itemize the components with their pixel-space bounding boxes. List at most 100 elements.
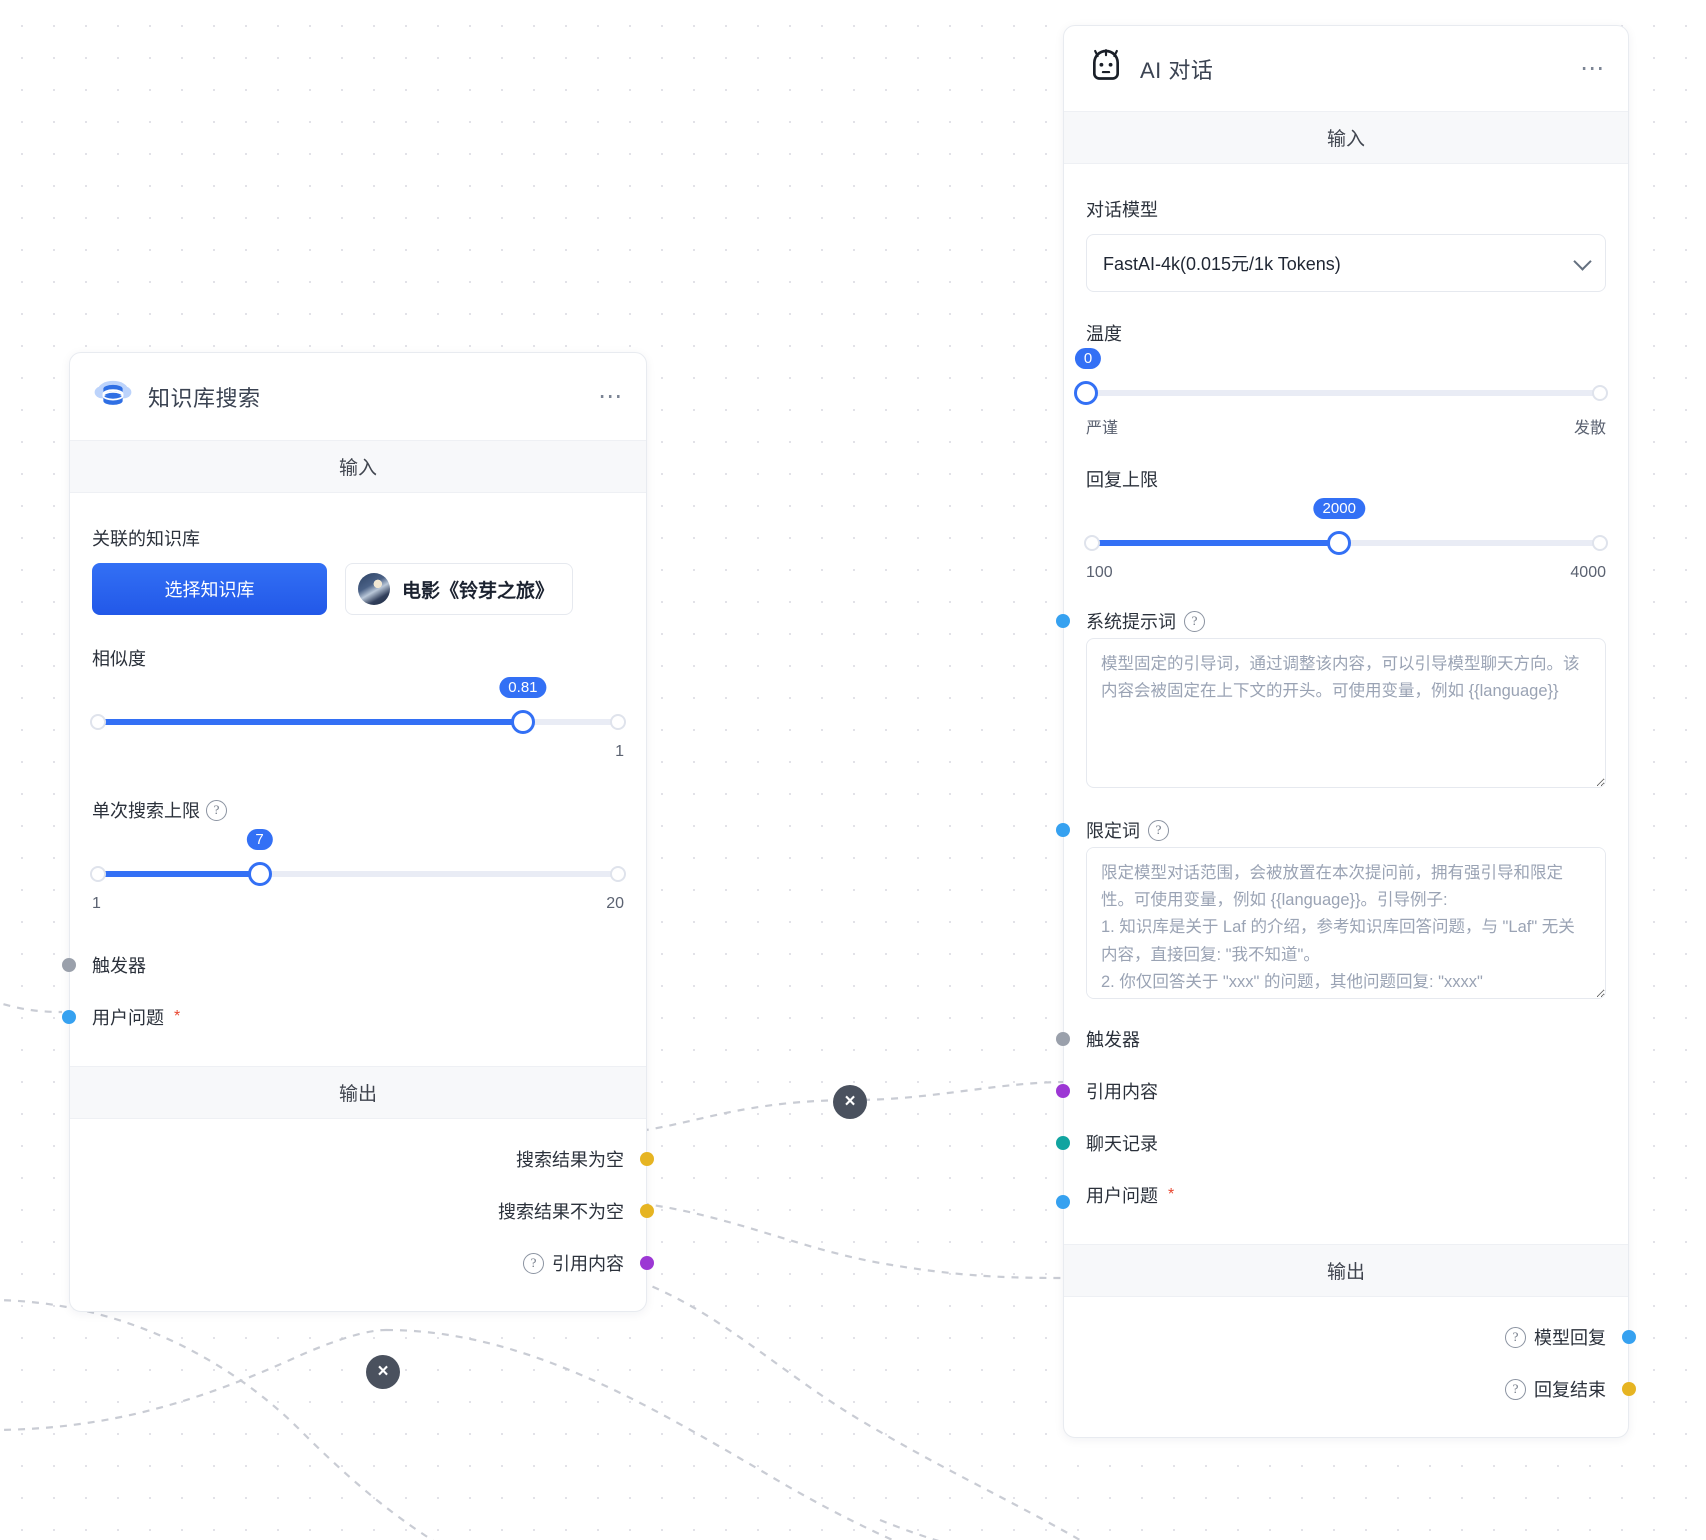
output-port-nonempty-result[interactable]: 搜索结果不为空 — [92, 1185, 654, 1237]
slider-value-bubble: 0.81 — [499, 677, 547, 698]
kb-field-label: 关联的知识库 — [92, 529, 200, 549]
input-port-qualifier[interactable]: 限定词 ? — [1056, 793, 1606, 847]
search-limit-scale: 1 20 — [92, 895, 624, 913]
similarity-max-label: 1 — [615, 743, 624, 760]
input-section-header: 输入 — [70, 440, 646, 493]
node-dataset-search[interactable]: 知识库搜索 ⋯ 输入 关联的知识库 选择知识库 电影《铃芽之旅》 相似度 — [62, 352, 654, 1312]
output-port-quote[interactable]: ? 引用内容 — [92, 1237, 654, 1289]
port-dot[interactable] — [1056, 1136, 1070, 1150]
slider-max-knob — [1592, 385, 1608, 401]
help-icon[interactable]: ? — [1184, 610, 1205, 632]
port-label: 限定词 ? — [1086, 817, 1169, 843]
port-dot[interactable] — [640, 1256, 654, 1270]
output-section-header: 输出 — [1064, 1244, 1628, 1297]
temperature-scale: 严谨 发散 — [1086, 414, 1606, 438]
slider-fill — [92, 871, 260, 877]
slider-fill — [1086, 540, 1340, 546]
help-icon[interactable]: ? — [1505, 1326, 1526, 1348]
help-icon[interactable]: ? — [1505, 1378, 1526, 1400]
slider-track — [1086, 390, 1606, 396]
required-asterisk: * — [174, 1008, 181, 1025]
port-label: 用户问题 * — [1086, 1186, 1175, 1206]
node-input-body: 关联的知识库 选择知识库 电影《铃芽之旅》 相似度 0.81 — [62, 493, 646, 1066]
search-limit-slider[interactable]: 7 — [90, 829, 626, 891]
close-icon: × — [377, 1361, 389, 1382]
slider-value-bubble: 7 — [246, 829, 273, 850]
port-dot[interactable] — [1622, 1330, 1636, 1344]
port-dot[interactable] — [1056, 823, 1070, 837]
output-port-reply-end[interactable]: ? 回复结束 — [1086, 1363, 1636, 1415]
node-ai-chat[interactable]: AI 对话 ⋯ 输入 对话模型 FastAI-4k(0.015元/1k Toke… — [1056, 25, 1636, 1438]
input-port-chat-history[interactable]: 聊天记录 — [1056, 1117, 1606, 1169]
close-icon: × — [844, 1091, 856, 1112]
input-port-system-prompt[interactable]: 系统提示词 ? — [1056, 582, 1606, 638]
slider-min-knob — [90, 714, 106, 730]
slider-handle[interactable] — [247, 862, 272, 886]
max-tokens-max-label: 4000 — [1570, 564, 1606, 581]
system-prompt-input[interactable] — [1086, 638, 1606, 788]
search-limit-label: 单次搜索上限 ? — [92, 797, 624, 823]
max-tokens-label: 回复上限 — [1086, 470, 1158, 490]
slider-max-knob — [610, 714, 626, 730]
input-port-trigger[interactable]: 触发器 — [1056, 1004, 1606, 1065]
input-port-quote[interactable]: 引用内容 — [1056, 1065, 1606, 1117]
help-icon[interactable]: ? — [206, 799, 227, 821]
port-dot[interactable] — [1056, 1195, 1070, 1209]
port-dot[interactable] — [62, 1010, 76, 1024]
knowledge-base-name: 电影《铃芽之旅》 — [402, 580, 555, 602]
model-select-value: FastAI-4k(0.015元/1k Tokens) — [1103, 254, 1341, 274]
port-dot[interactable] — [640, 1204, 654, 1218]
kb-row: 选择知识库 电影《铃芽之旅》 — [92, 563, 624, 615]
limit-max-label: 20 — [606, 895, 624, 912]
output-port-model-reply[interactable]: ? 模型回复 — [1086, 1311, 1636, 1363]
node-title: AI 对话 — [1140, 57, 1214, 83]
knowledge-base-cloud-icon — [92, 373, 134, 420]
port-dot[interactable] — [1056, 1032, 1070, 1046]
slider-min-knob — [90, 866, 106, 882]
slider-fill — [92, 719, 523, 725]
port-dot[interactable] — [1622, 1382, 1636, 1396]
help-icon[interactable]: ? — [1148, 819, 1169, 841]
slider-handle[interactable] — [510, 710, 535, 734]
similarity-slider[interactable]: 0.81 — [90, 677, 626, 739]
slider-handle[interactable] — [1327, 531, 1352, 555]
port-label: ? 引用内容 — [523, 1250, 624, 1276]
port-dot[interactable] — [62, 958, 76, 972]
node-output-body: 搜索结果为空 搜索结果不为空 ? 引用内容 — [70, 1119, 654, 1311]
temperature-min-label: 严谨 — [1086, 420, 1119, 437]
port-label: 引用内容 — [1086, 1082, 1158, 1102]
node-menu-button[interactable]: ⋯ — [598, 382, 624, 410]
node-menu-button[interactable]: ⋯ — [1580, 54, 1606, 82]
input-port-user-question[interactable]: 用户问题 * — [1056, 1169, 1606, 1230]
max-tokens-slider[interactable]: 2000 — [1084, 498, 1608, 560]
port-label: 系统提示词 ? — [1086, 608, 1205, 634]
node-title: 知识库搜索 — [148, 385, 261, 411]
edge-delete-button[interactable]: × — [833, 1085, 867, 1119]
temperature-max-label: 发散 — [1573, 420, 1606, 437]
port-label: 触发器 — [1086, 1030, 1140, 1050]
edge-delete-button[interactable]: × — [366, 1355, 400, 1389]
slider-min-knob — [1084, 535, 1100, 551]
slider-value-bubble: 2000 — [1313, 498, 1365, 519]
qualifier-input[interactable] — [1086, 847, 1606, 999]
temperature-slider[interactable]: 0 — [1074, 348, 1608, 410]
port-label: ? 模型回复 — [1505, 1324, 1606, 1350]
slider-max-knob — [610, 866, 626, 882]
select-knowledge-base-button[interactable]: 选择知识库 — [92, 563, 327, 615]
input-port-trigger[interactable]: 触发器 — [62, 939, 624, 991]
port-dot[interactable] — [1056, 1084, 1070, 1098]
port-label: 搜索结果为空 — [516, 1150, 624, 1170]
slider-max-knob — [1592, 535, 1608, 551]
help-icon[interactable]: ? — [523, 1252, 544, 1274]
port-label: 触发器 — [92, 956, 146, 976]
port-dot[interactable] — [1056, 614, 1070, 628]
model-select[interactable]: FastAI-4k(0.015元/1k Tokens) — [1086, 234, 1606, 292]
slider-handle[interactable] — [1074, 381, 1098, 405]
input-port-user-question[interactable]: 用户问题 * — [62, 991, 624, 1052]
max-tokens-scale: 100 4000 — [1086, 564, 1606, 582]
knowledge-base-chip[interactable]: 电影《铃芽之旅》 — [345, 563, 574, 615]
output-port-empty-result[interactable]: 搜索结果为空 — [92, 1133, 654, 1185]
port-dot[interactable] — [640, 1152, 654, 1166]
ai-robot-icon — [1086, 46, 1126, 91]
